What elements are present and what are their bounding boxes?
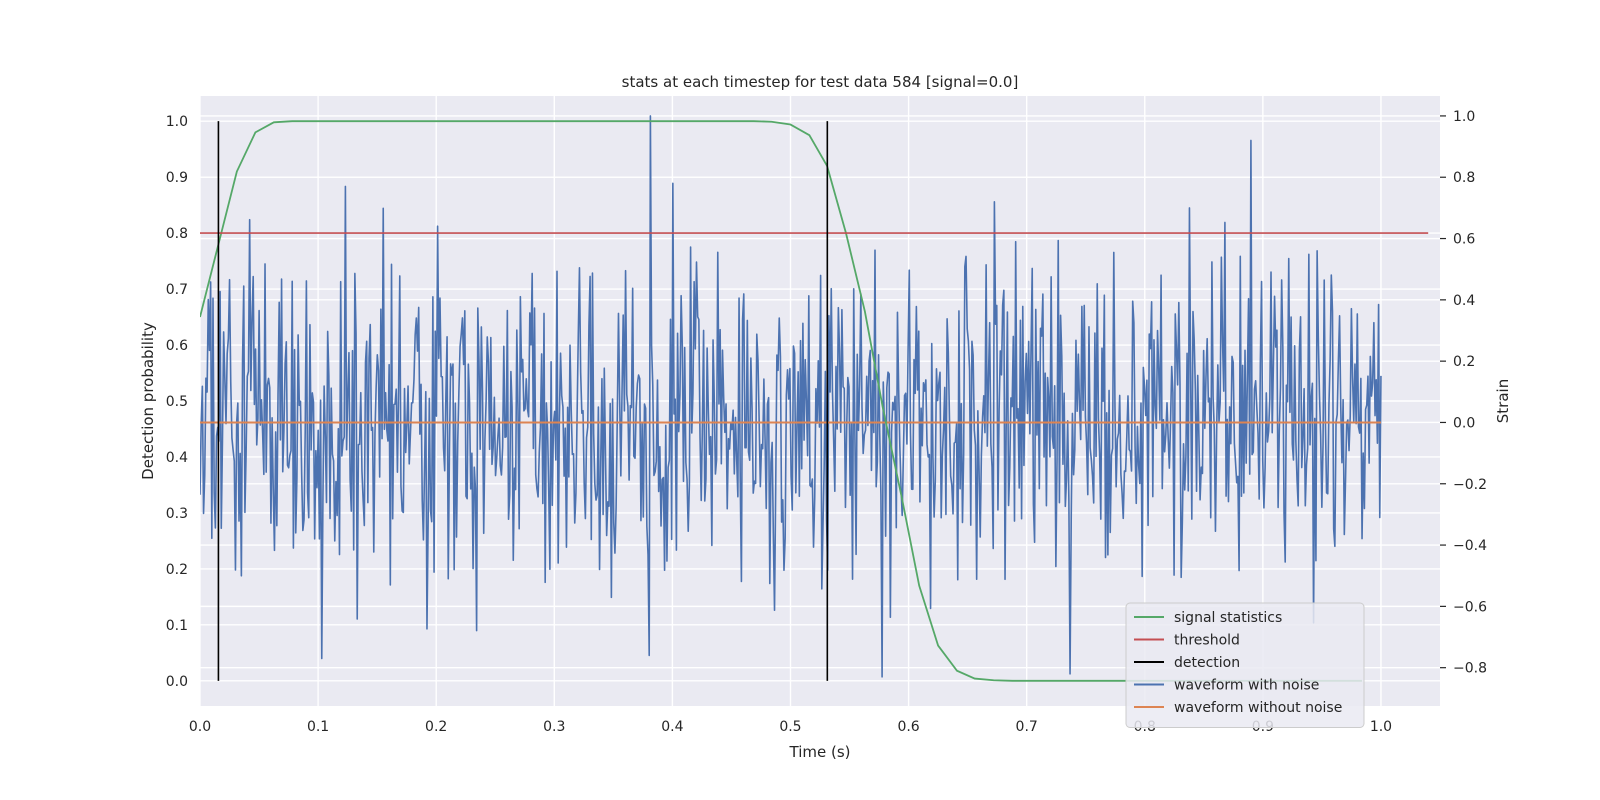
y2-tick-label: 0.8 — [1453, 170, 1475, 186]
y2-tick-label: 0.0 — [1453, 415, 1475, 431]
y-tick-label: 1.0 — [166, 114, 188, 130]
x-tick-label: 0.1 — [307, 719, 329, 735]
x-tick-label: 0.3 — [543, 719, 565, 735]
legend: signal statistics threshold detection wavef… — [1125, 602, 1365, 728]
x-tick-label: 0.6 — [897, 719, 919, 735]
y-axis-label: Detection probability — [139, 322, 157, 480]
y-tick-label: 0.7 — [166, 282, 188, 298]
y2-tick-label: 1.0 — [1453, 109, 1475, 125]
y2-tick-label: 0.2 — [1453, 354, 1475, 370]
y2-tick-label: 0.4 — [1453, 293, 1475, 309]
y-tick-label: 0.0 — [166, 674, 188, 690]
x-axis-label: Time (s) — [789, 743, 851, 761]
legend-label: detection — [1174, 655, 1240, 671]
series-layer — [200, 115, 1429, 682]
legend-label: waveform without noise — [1174, 700, 1342, 716]
y-tick-label: 0.1 — [166, 618, 188, 634]
y2-axis-label: Strain — [1494, 379, 1512, 423]
x-tick-label: 0.7 — [1016, 719, 1038, 735]
y2-tick-label: 0.6 — [1453, 232, 1475, 248]
x-tick-label: 0.5 — [779, 719, 801, 735]
y-tick-label: 0.2 — [166, 562, 188, 578]
ticks-layer: 0.0 0.1 0.2 0.3 0.4 0.5 0.6 0.7 0.8 0.9 1.0 0.0 0.1 0… — [166, 109, 1487, 735]
x-tick-label: 0.2 — [425, 719, 447, 735]
x-tick-label: 0.0 — [189, 719, 211, 735]
y2-tick-label: −0.2 — [1453, 477, 1487, 493]
y-tick-label: 0.3 — [166, 506, 188, 522]
y2-tick-label: −0.4 — [1453, 538, 1487, 554]
y2-tick-label: −0.8 — [1453, 661, 1487, 677]
y-tick-label: 0.4 — [166, 450, 188, 466]
y-tick-label: 0.9 — [166, 170, 188, 186]
legend-label: threshold — [1174, 633, 1240, 649]
legend-label: signal statistics — [1174, 610, 1282, 626]
y-tick-label: 0.5 — [166, 394, 188, 410]
y2-tick-label: −0.6 — [1453, 599, 1487, 615]
x-tick-label: 0.4 — [661, 719, 683, 735]
chart-title: stats at each timestep for test data 584… — [622, 73, 1019, 91]
legend-box — [1125, 602, 1365, 728]
x-tick-label: 1.0 — [1370, 719, 1392, 735]
legend-label: waveform with noise — [1174, 678, 1319, 694]
y-tick-label: 0.6 — [166, 338, 188, 354]
y-tick-label: 0.8 — [166, 226, 188, 242]
